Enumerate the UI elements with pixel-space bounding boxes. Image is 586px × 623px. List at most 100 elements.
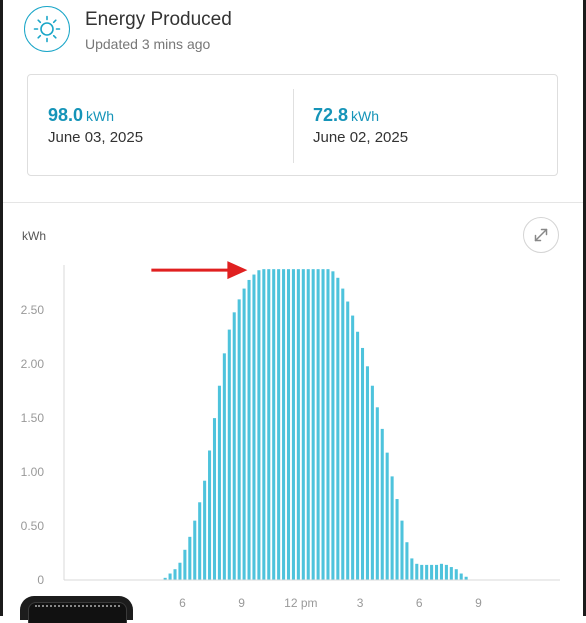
sun-icon-badge: [24, 6, 70, 52]
summary-divider: [293, 89, 294, 163]
stat-today: 98.0 kWh June 03, 2025: [48, 105, 143, 146]
energy-bar[interactable]: [395, 499, 399, 580]
energy-bar[interactable]: [267, 269, 271, 580]
x-tick-label: 3: [357, 596, 364, 610]
energy-bar[interactable]: [247, 279, 251, 580]
energy-bar[interactable]: [444, 564, 448, 580]
stat-yesterday-unit: kWh: [351, 108, 380, 124]
energy-bar[interactable]: [400, 520, 404, 580]
energy-bar[interactable]: [296, 269, 300, 580]
energy-bar[interactable]: [227, 329, 231, 580]
energy-bar[interactable]: [257, 270, 261, 580]
arrow-head: [227, 261, 248, 280]
updated-timestamp: Updated 3 mins ago: [85, 36, 211, 52]
x-tick-label: 6: [179, 596, 186, 610]
y-tick-label: 0.50: [21, 519, 45, 533]
chart-y-unit-label: kWh: [22, 229, 46, 243]
energy-bar[interactable]: [420, 564, 424, 580]
energy-bar[interactable]: [168, 573, 172, 580]
energy-bar[interactable]: [439, 563, 443, 580]
x-tick-label: 6: [416, 596, 423, 610]
expand-icon: [534, 228, 548, 242]
stat-today-unit: kWh: [86, 108, 115, 124]
energy-bar[interactable]: [203, 480, 207, 580]
phone-status-bar: [35, 605, 120, 610]
energy-bar[interactable]: [316, 269, 320, 580]
energy-bar[interactable]: [311, 269, 315, 580]
energy-bar[interactable]: [198, 502, 202, 580]
energy-bar[interactable]: [252, 274, 256, 580]
energy-bar[interactable]: [464, 576, 468, 580]
stat-yesterday-date: June 02, 2025: [313, 129, 409, 146]
y-tick-label: 1.50: [21, 411, 45, 425]
x-tick-label: 9: [475, 596, 482, 610]
energy-bar[interactable]: [360, 347, 365, 580]
energy-bar[interactable]: [277, 269, 281, 580]
energy-bar[interactable]: [286, 269, 291, 580]
energy-bar[interactable]: [331, 271, 335, 580]
energy-bar[interactable]: [410, 558, 414, 580]
window-frame-left: [0, 0, 3, 616]
energy-bar[interactable]: [222, 353, 226, 580]
x-tick-label: 12 pm: [284, 596, 317, 610]
y-tick-label: 2.50: [21, 303, 45, 317]
energy-bar[interactable]: [321, 269, 325, 580]
energy-bar[interactable]: [390, 476, 394, 580]
energy-bar[interactable]: [306, 269, 310, 580]
sun-icon: [33, 15, 61, 43]
energy-bar[interactable]: [183, 549, 187, 580]
energy-bar[interactable]: [242, 288, 246, 580]
energy-bar[interactable]: [326, 269, 330, 580]
energy-bar[interactable]: [173, 569, 177, 580]
summary-card: 98.0 kWh June 03, 2025 72.8 kWh June 02, 2…: [27, 74, 558, 176]
widget-header: Energy Produced Updated 3 mins ago: [24, 6, 564, 56]
energy-bar[interactable]: [370, 385, 374, 580]
energy-bar[interactable]: [341, 288, 345, 580]
energy-bar[interactable]: [435, 564, 439, 580]
energy-bar[interactable]: [425, 564, 429, 580]
y-tick-label: 2.00: [21, 357, 45, 371]
energy-bar[interactable]: [385, 452, 389, 580]
window-frame-right: [583, 0, 586, 616]
energy-bar[interactable]: [351, 315, 355, 580]
phone-preview-thumbnail: [20, 596, 133, 623]
stat-today-value: 98.0: [48, 105, 84, 125]
energy-bar[interactable]: [232, 312, 236, 580]
energy-bar[interactable]: [262, 269, 266, 580]
widget-title: Energy Produced: [85, 9, 232, 30]
energy-bar[interactable]: [405, 542, 409, 580]
energy-bar[interactable]: [291, 269, 295, 580]
energy-bar[interactable]: [346, 301, 350, 580]
energy-bar[interactable]: [217, 385, 221, 580]
energy-bar[interactable]: [208, 450, 212, 580]
energy-bar[interactable]: [430, 564, 434, 580]
energy-bar[interactable]: [212, 418, 217, 580]
x-tick-label: 9: [238, 596, 245, 610]
energy-bar[interactable]: [459, 573, 463, 580]
energy-bar[interactable]: [356, 331, 360, 580]
energy-bar[interactable]: [336, 277, 340, 580]
energy-bar[interactable]: [449, 567, 453, 580]
energy-bar[interactable]: [454, 569, 458, 580]
energy-bar[interactable]: [178, 562, 182, 580]
energy-bar[interactable]: [163, 577, 167, 580]
energy-bar[interactable]: [188, 536, 192, 580]
expand-chart-button[interactable]: [523, 217, 559, 253]
y-tick-label: 0: [37, 573, 44, 587]
y-tick-label: 1.00: [21, 465, 45, 479]
energy-bar[interactable]: [301, 269, 305, 580]
peak-annotation-arrow: [151, 261, 248, 280]
phone-screen: [28, 602, 127, 623]
energy-bar[interactable]: [415, 563, 419, 580]
stat-yesterday-value: 72.8: [313, 105, 349, 125]
energy-bar[interactable]: [282, 269, 286, 580]
stat-yesterday: 72.8 kWh June 02, 2025: [313, 105, 408, 146]
energy-bar[interactable]: [365, 366, 369, 580]
energy-bar[interactable]: [375, 407, 379, 580]
energy-bar[interactable]: [193, 520, 197, 580]
energy-bar[interactable]: [380, 428, 384, 580]
energy-bar[interactable]: [272, 269, 276, 580]
energy-bar[interactable]: [237, 299, 241, 580]
stat-today-date: June 03, 2025: [48, 129, 144, 146]
